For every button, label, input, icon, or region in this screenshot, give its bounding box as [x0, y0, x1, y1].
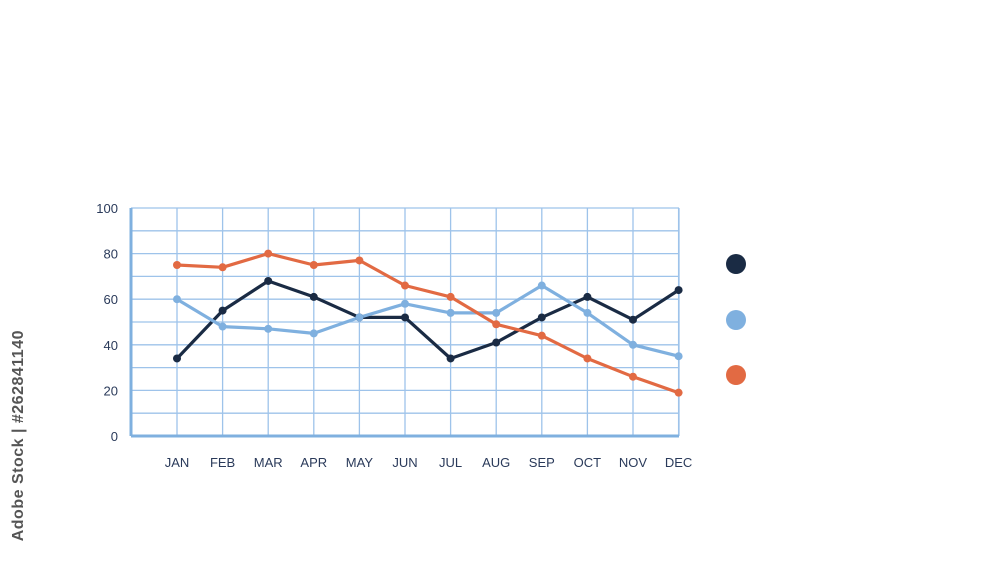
data-point [173, 295, 181, 304]
y-tick-label: 100 [96, 201, 118, 216]
data-point [173, 354, 181, 363]
chart-grid [129, 207, 680, 438]
data-point [401, 299, 409, 308]
legend-marker-1 [726, 254, 746, 274]
x-tick-label: JUN [392, 455, 417, 470]
x-tick-label: APR [300, 455, 327, 470]
series-line-2 [175, 283, 681, 358]
data-point [674, 286, 683, 295]
data-point [173, 261, 181, 269]
data-point [355, 256, 364, 265]
data-point [355, 313, 364, 322]
data-point [583, 308, 592, 317]
data-point [629, 315, 637, 324]
x-tick-label: DEC [665, 455, 692, 470]
x-tick-label: AUG [482, 455, 510, 470]
series-line-3 [175, 252, 681, 395]
data-point [492, 338, 501, 347]
data-point [218, 263, 227, 272]
y-tick-label: 40 [104, 338, 118, 353]
y-tick-label: 0 [111, 429, 118, 444]
data-point [629, 340, 637, 349]
data-point [583, 354, 592, 363]
series-line-1 [175, 279, 681, 361]
x-tick-label: OCT [574, 455, 602, 470]
series-lines [175, 252, 681, 395]
data-point [674, 388, 683, 397]
data-point [629, 372, 637, 381]
data-point [401, 281, 409, 290]
data-point [674, 352, 683, 361]
data-point [583, 292, 592, 301]
data-point [446, 308, 455, 317]
data-point [264, 324, 273, 333]
data-point [446, 292, 455, 301]
y-tick-label: 80 [104, 247, 118, 262]
data-point [401, 313, 409, 322]
data-point [264, 249, 273, 258]
x-tick-label: NOV [619, 455, 648, 470]
x-tick-label: JAN [165, 455, 190, 470]
y-tick-label: 20 [104, 383, 118, 398]
data-point [309, 292, 318, 301]
x-tick-label: SEP [529, 455, 555, 470]
data-point [309, 329, 318, 338]
x-tick-label: FEB [210, 455, 235, 470]
legend [726, 254, 746, 385]
data-point [218, 322, 227, 331]
data-point [218, 306, 227, 315]
data-point [492, 320, 501, 329]
data-point [309, 261, 318, 269]
series-points [173, 249, 683, 397]
data-point [537, 331, 546, 340]
y-tick-label: 60 [104, 292, 118, 307]
data-point [492, 308, 501, 317]
x-tick-label: MAY [346, 455, 374, 470]
data-point [446, 354, 455, 363]
data-point [537, 313, 546, 322]
stock-credit: Adobe Stock | #262841140 [10, 330, 27, 542]
data-point [264, 276, 273, 285]
data-point [537, 281, 546, 290]
x-tick-label: MAR [254, 455, 283, 470]
x-axis-ticks: JAN FEB MAR APR MAY JUN JUL AUG SEP OCT NOV DEC [165, 455, 693, 470]
legend-marker-2 [726, 310, 746, 330]
y-axis-ticks: 0 20 40 60 80 100 [96, 201, 118, 444]
x-tick-label: JUL [439, 455, 462, 470]
legend-marker-3 [726, 365, 746, 385]
